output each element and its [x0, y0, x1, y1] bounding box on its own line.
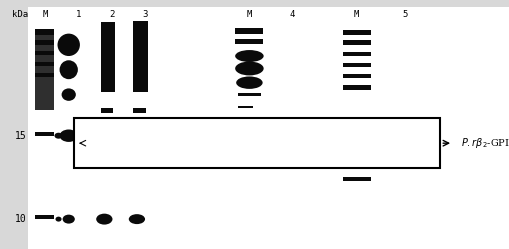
- Bar: [133, 21, 148, 92]
- Bar: [133, 108, 146, 113]
- Ellipse shape: [60, 129, 78, 142]
- Bar: [35, 132, 54, 136]
- Bar: [101, 120, 113, 124]
- Text: 10: 10: [14, 214, 26, 224]
- Ellipse shape: [62, 88, 76, 101]
- Bar: [343, 63, 371, 67]
- Bar: [343, 132, 371, 136]
- Bar: [74, 118, 440, 168]
- Text: 3: 3: [143, 10, 148, 19]
- Text: 4: 4: [290, 10, 295, 19]
- Bar: [35, 73, 54, 77]
- Ellipse shape: [60, 60, 78, 79]
- Bar: [238, 93, 261, 96]
- Ellipse shape: [364, 135, 400, 151]
- Ellipse shape: [84, 141, 94, 147]
- Bar: [238, 133, 252, 135]
- Text: $\it{P.r}\beta_2$-GPIDV: $\it{P.r}\beta_2$-GPIDV: [461, 136, 509, 150]
- Ellipse shape: [55, 217, 62, 222]
- Bar: [343, 40, 371, 45]
- Bar: [343, 177, 371, 181]
- Bar: [35, 40, 54, 45]
- Text: 2: 2: [109, 10, 115, 19]
- Ellipse shape: [235, 62, 264, 75]
- Ellipse shape: [364, 136, 400, 151]
- Ellipse shape: [235, 50, 264, 62]
- Ellipse shape: [239, 117, 260, 127]
- Bar: [35, 51, 54, 55]
- Bar: [238, 106, 253, 108]
- Text: 15: 15: [14, 131, 26, 141]
- Text: 1: 1: [76, 10, 81, 19]
- Bar: [35, 30, 54, 110]
- Bar: [101, 146, 112, 149]
- Bar: [35, 62, 54, 66]
- Ellipse shape: [236, 76, 263, 89]
- Bar: [343, 85, 371, 90]
- Bar: [35, 215, 54, 219]
- Ellipse shape: [54, 133, 63, 139]
- Text: kDa: kDa: [12, 10, 29, 19]
- Text: M: M: [354, 10, 359, 19]
- Bar: [235, 28, 263, 34]
- Bar: [343, 30, 371, 35]
- Bar: [35, 29, 54, 35]
- Ellipse shape: [99, 141, 115, 150]
- Bar: [343, 74, 371, 78]
- Bar: [133, 121, 146, 126]
- Bar: [133, 146, 145, 149]
- Ellipse shape: [96, 214, 112, 225]
- Bar: [343, 52, 371, 56]
- Bar: [235, 39, 263, 44]
- Bar: [101, 108, 113, 113]
- Ellipse shape: [228, 133, 271, 158]
- Bar: [101, 22, 115, 92]
- Ellipse shape: [129, 214, 145, 224]
- Text: M: M: [247, 10, 252, 19]
- Bar: [343, 131, 371, 136]
- Ellipse shape: [228, 133, 271, 159]
- Text: M: M: [43, 10, 48, 19]
- Ellipse shape: [63, 215, 75, 224]
- Ellipse shape: [58, 34, 80, 56]
- Text: 5: 5: [402, 10, 407, 19]
